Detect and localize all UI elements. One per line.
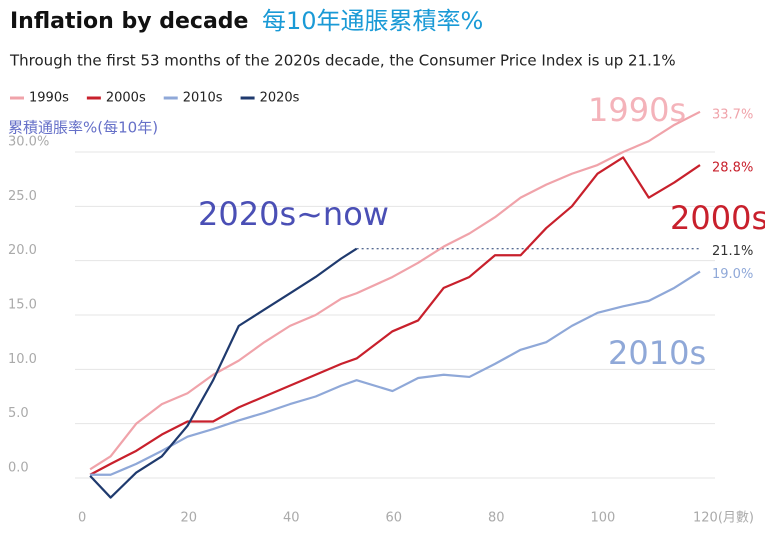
x-tick-label: 0	[78, 511, 86, 526]
annotation: 2020s~now	[198, 195, 389, 233]
chart-title: Inflation by decade	[10, 9, 248, 34]
x-tick-label: 20	[181, 511, 198, 526]
series-line	[89, 247, 358, 499]
y-tick-label: 5.0	[8, 406, 29, 421]
y-tick-label: 30.0%	[8, 135, 49, 150]
x-tick-label: 40	[283, 511, 300, 526]
y-tick-label: 10.0	[8, 352, 37, 367]
chart-title-zh: 每10年通脹累積率%	[262, 7, 483, 35]
x-tick-label: 100	[591, 511, 616, 526]
series-line	[89, 156, 701, 476]
legend-label: 2020s	[260, 91, 300, 106]
subtitle: Through the first 53 months of the 2020s…	[9, 52, 676, 70]
y-tick-label: 25.0	[8, 189, 37, 204]
legend-label: 2010s	[183, 91, 223, 106]
legend-label: 2000s	[106, 91, 146, 106]
x-tick-label: 60	[386, 511, 403, 526]
end-label: 28.8%	[712, 161, 753, 176]
legend-label: 1990s	[29, 91, 69, 106]
end-label: 33.7%	[712, 107, 753, 122]
x-tick-label: 120(月數)	[693, 511, 754, 526]
y-tick-label: 15.0	[8, 298, 37, 313]
annotation: 2010s	[608, 334, 706, 372]
annotation: 1990s	[588, 91, 686, 129]
annotation: 2000s	[670, 199, 765, 237]
series-line	[89, 110, 701, 471]
end-label: 21.1%	[712, 244, 753, 259]
x-tick-label: 80	[488, 511, 505, 526]
y-axis-label: 累積通脹率%(每10年)	[8, 119, 158, 137]
y-tick-label: 0.0	[8, 461, 29, 476]
y-tick-label: 20.0	[8, 243, 37, 258]
end-label: 19.0%	[712, 267, 753, 282]
series-line	[90, 270, 701, 476]
